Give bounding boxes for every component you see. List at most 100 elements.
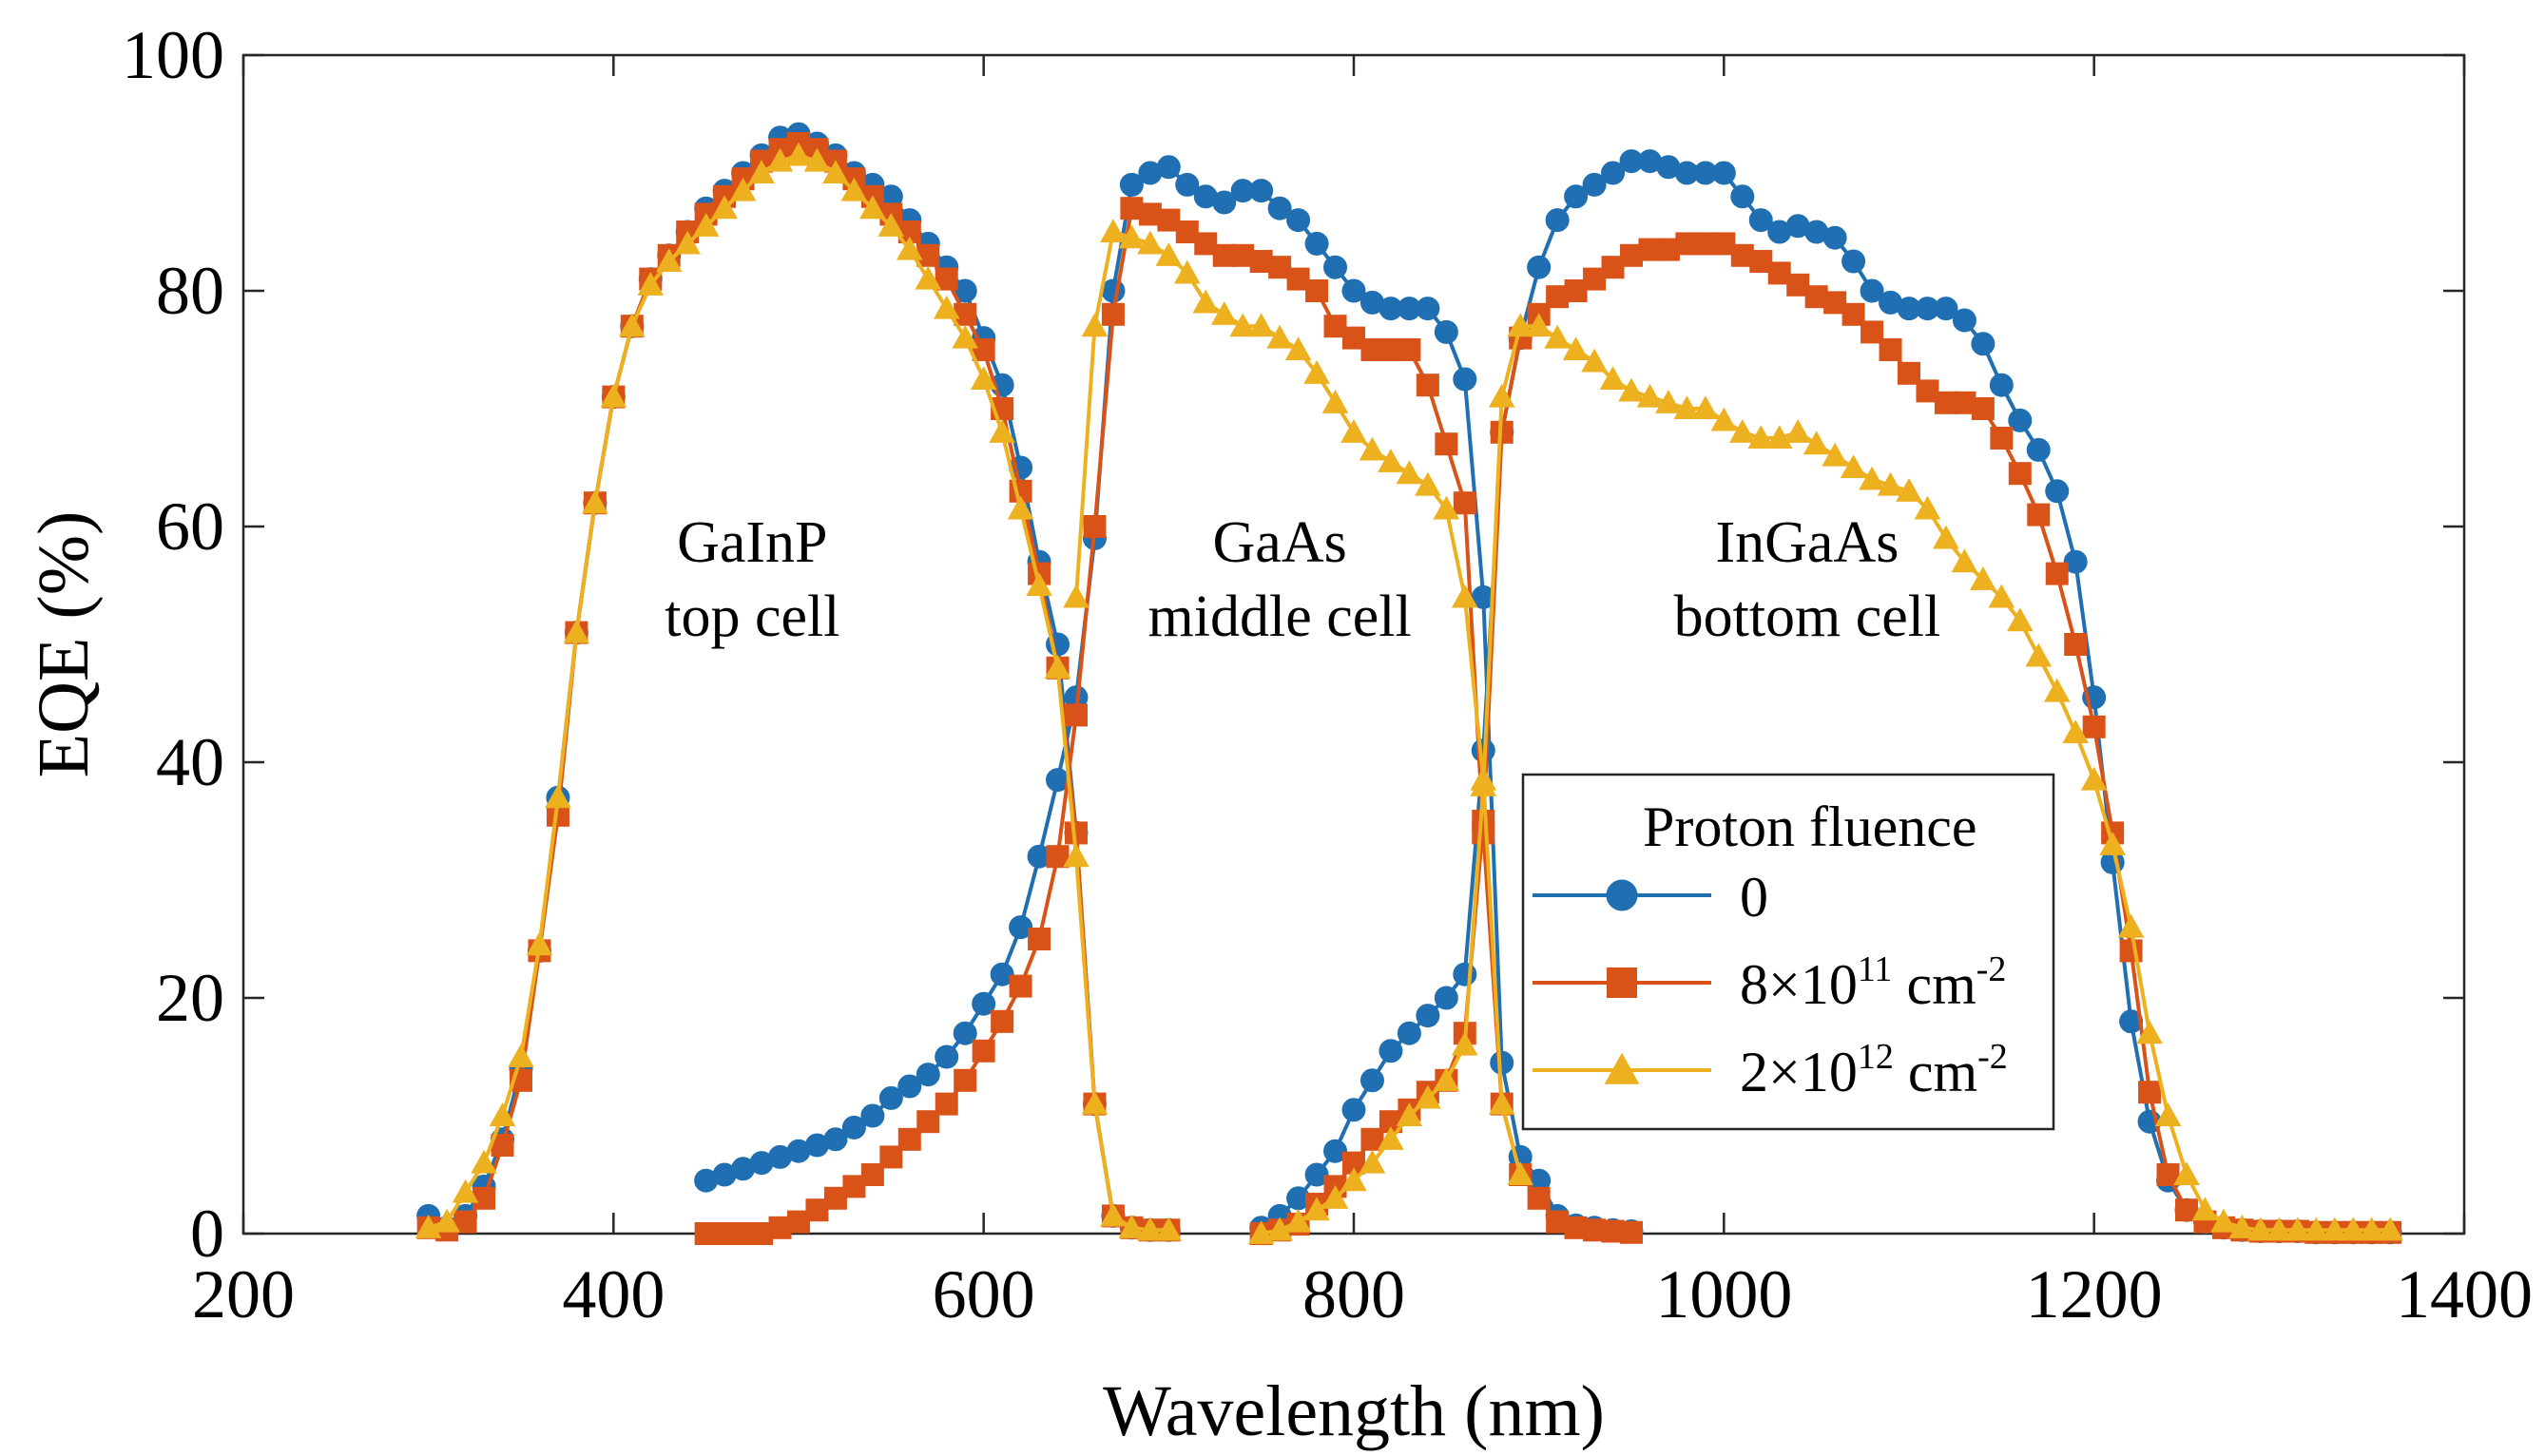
series-2-point	[1599, 366, 1627, 391]
annotation-1-line-1: middle cell	[1148, 584, 1412, 649]
series-0-point	[1416, 1004, 1440, 1028]
legend-entries: 0 8×1011 cm-2 2×1012 cm-2	[1533, 866, 2008, 1103]
series-0-point	[1582, 172, 1607, 197]
annotation-0-line-0: GaInP	[677, 510, 827, 575]
series-0-point	[823, 1127, 848, 1152]
series-2-point	[2136, 1020, 2163, 1044]
series-0-point	[1490, 1050, 1514, 1075]
series-0-point	[2008, 408, 2033, 432]
series-2-point	[1063, 584, 1089, 608]
series-1-point	[2027, 503, 2051, 527]
series-2-point	[1118, 1215, 1146, 1238]
series-2-point	[1452, 584, 1478, 608]
series-0-line-1	[705, 164, 1632, 1234]
series-0-point	[1564, 184, 1589, 209]
series-1-point	[935, 1092, 958, 1116]
series-2-point	[2358, 1217, 2385, 1241]
annotation-2-line-1: bottom cell	[1674, 584, 1941, 649]
series-2-point	[1914, 495, 1941, 520]
series-0-point	[1822, 225, 1847, 250]
series-2-point	[1303, 360, 1330, 384]
series-2-point	[2321, 1217, 2348, 1241]
series-2-point	[1359, 1149, 1386, 1174]
series-1-point	[954, 302, 977, 326]
series-2-point	[2007, 607, 2034, 632]
y-axis-title: EQE (%)	[24, 511, 104, 778]
series-0-point	[1952, 308, 1976, 333]
series-0-point	[972, 991, 996, 1016]
series-layer	[415, 122, 2403, 1245]
series-0-point	[1119, 172, 1144, 197]
series-2-point	[1433, 1067, 1460, 1091]
series-2-point	[711, 195, 738, 220]
series-2-point	[729, 177, 757, 201]
x-tick-label-800: 800	[1302, 1256, 1405, 1332]
series-0-point	[953, 1021, 977, 1045]
series-2-point	[1118, 224, 1146, 249]
series-1-point	[1527, 1186, 1551, 1210]
series-0-point	[1601, 161, 1626, 185]
series-0-point	[1323, 1139, 1348, 1163]
series-1-point	[1990, 427, 2014, 450]
series-0-point	[1286, 208, 1311, 233]
series-0-point	[1267, 196, 1292, 220]
series-0-point	[2119, 1009, 2144, 1034]
series-2-point	[2285, 1217, 2311, 1241]
series-0-point	[1730, 184, 1755, 209]
x-tick-label-1400: 1400	[2396, 1256, 2533, 1332]
series-2-point	[2117, 913, 2145, 938]
series-1-point	[1620, 1220, 1643, 1244]
series-1-point	[991, 1009, 1014, 1033]
series-2-point	[452, 1178, 479, 1203]
series-1-point	[1435, 432, 1458, 456]
series-0-point	[1175, 172, 1200, 197]
series-0-point	[1304, 231, 1329, 256]
series-0-point	[1453, 367, 1477, 392]
series-2-point	[489, 1102, 516, 1127]
series-0-point	[990, 962, 1014, 987]
series-2-point	[1729, 419, 1756, 443]
series-1-point	[1398, 338, 1421, 361]
series-0-point	[1434, 986, 1458, 1010]
series-2-point	[1507, 1161, 1533, 1186]
series-2-point	[1137, 230, 1164, 255]
series-0-point	[1453, 962, 1477, 987]
series-2-point	[859, 195, 886, 220]
series-1-point	[1453, 491, 1476, 515]
series-0-point	[1379, 1039, 1403, 1063]
series-2-point	[1433, 495, 1460, 520]
legend: Proton fluence 0 8×1011 cm-2 2×1012 cm-2	[1521, 773, 2055, 1131]
series-2-point	[600, 383, 627, 408]
series-2-point	[1210, 301, 1238, 325]
series-2-point	[1525, 313, 1552, 337]
series-2-point	[1581, 348, 1608, 373]
series-0-point	[860, 1103, 885, 1128]
series-0-point	[1359, 1068, 1384, 1093]
legend-label-1: 8×1011 cm-2	[1740, 949, 2006, 1016]
y-tick-label-20: 20	[156, 960, 224, 1036]
series-2-point	[989, 419, 1015, 443]
series-2-point	[1507, 313, 1533, 337]
series-0-point	[1989, 373, 2014, 397]
series-0-point	[1748, 208, 1773, 233]
series-1-point	[2064, 633, 2088, 656]
series-0-point	[1545, 208, 1570, 233]
series-2-point	[1396, 460, 1423, 485]
series-1-point	[972, 1039, 995, 1063]
legend-title: Proton fluence	[1643, 795, 1977, 858]
series-2-point	[508, 1044, 534, 1068]
series-2-point	[1137, 1217, 1164, 1241]
series-0-point	[1434, 319, 1458, 344]
series-2-point	[2247, 1217, 2274, 1241]
series-1-point	[1083, 515, 1107, 538]
series-2-point	[1562, 336, 1590, 361]
series-2-point	[2099, 832, 2126, 855]
series-2-point	[1007, 495, 1034, 520]
series-2-point	[1247, 313, 1275, 337]
series-0-point	[1711, 161, 1736, 185]
series-2-point	[1100, 219, 1127, 243]
series-0-point	[916, 1063, 940, 1087]
series-2-point	[877, 213, 905, 237]
series-2-point	[2025, 642, 2053, 667]
series-2-line-0	[428, 153, 1169, 1233]
